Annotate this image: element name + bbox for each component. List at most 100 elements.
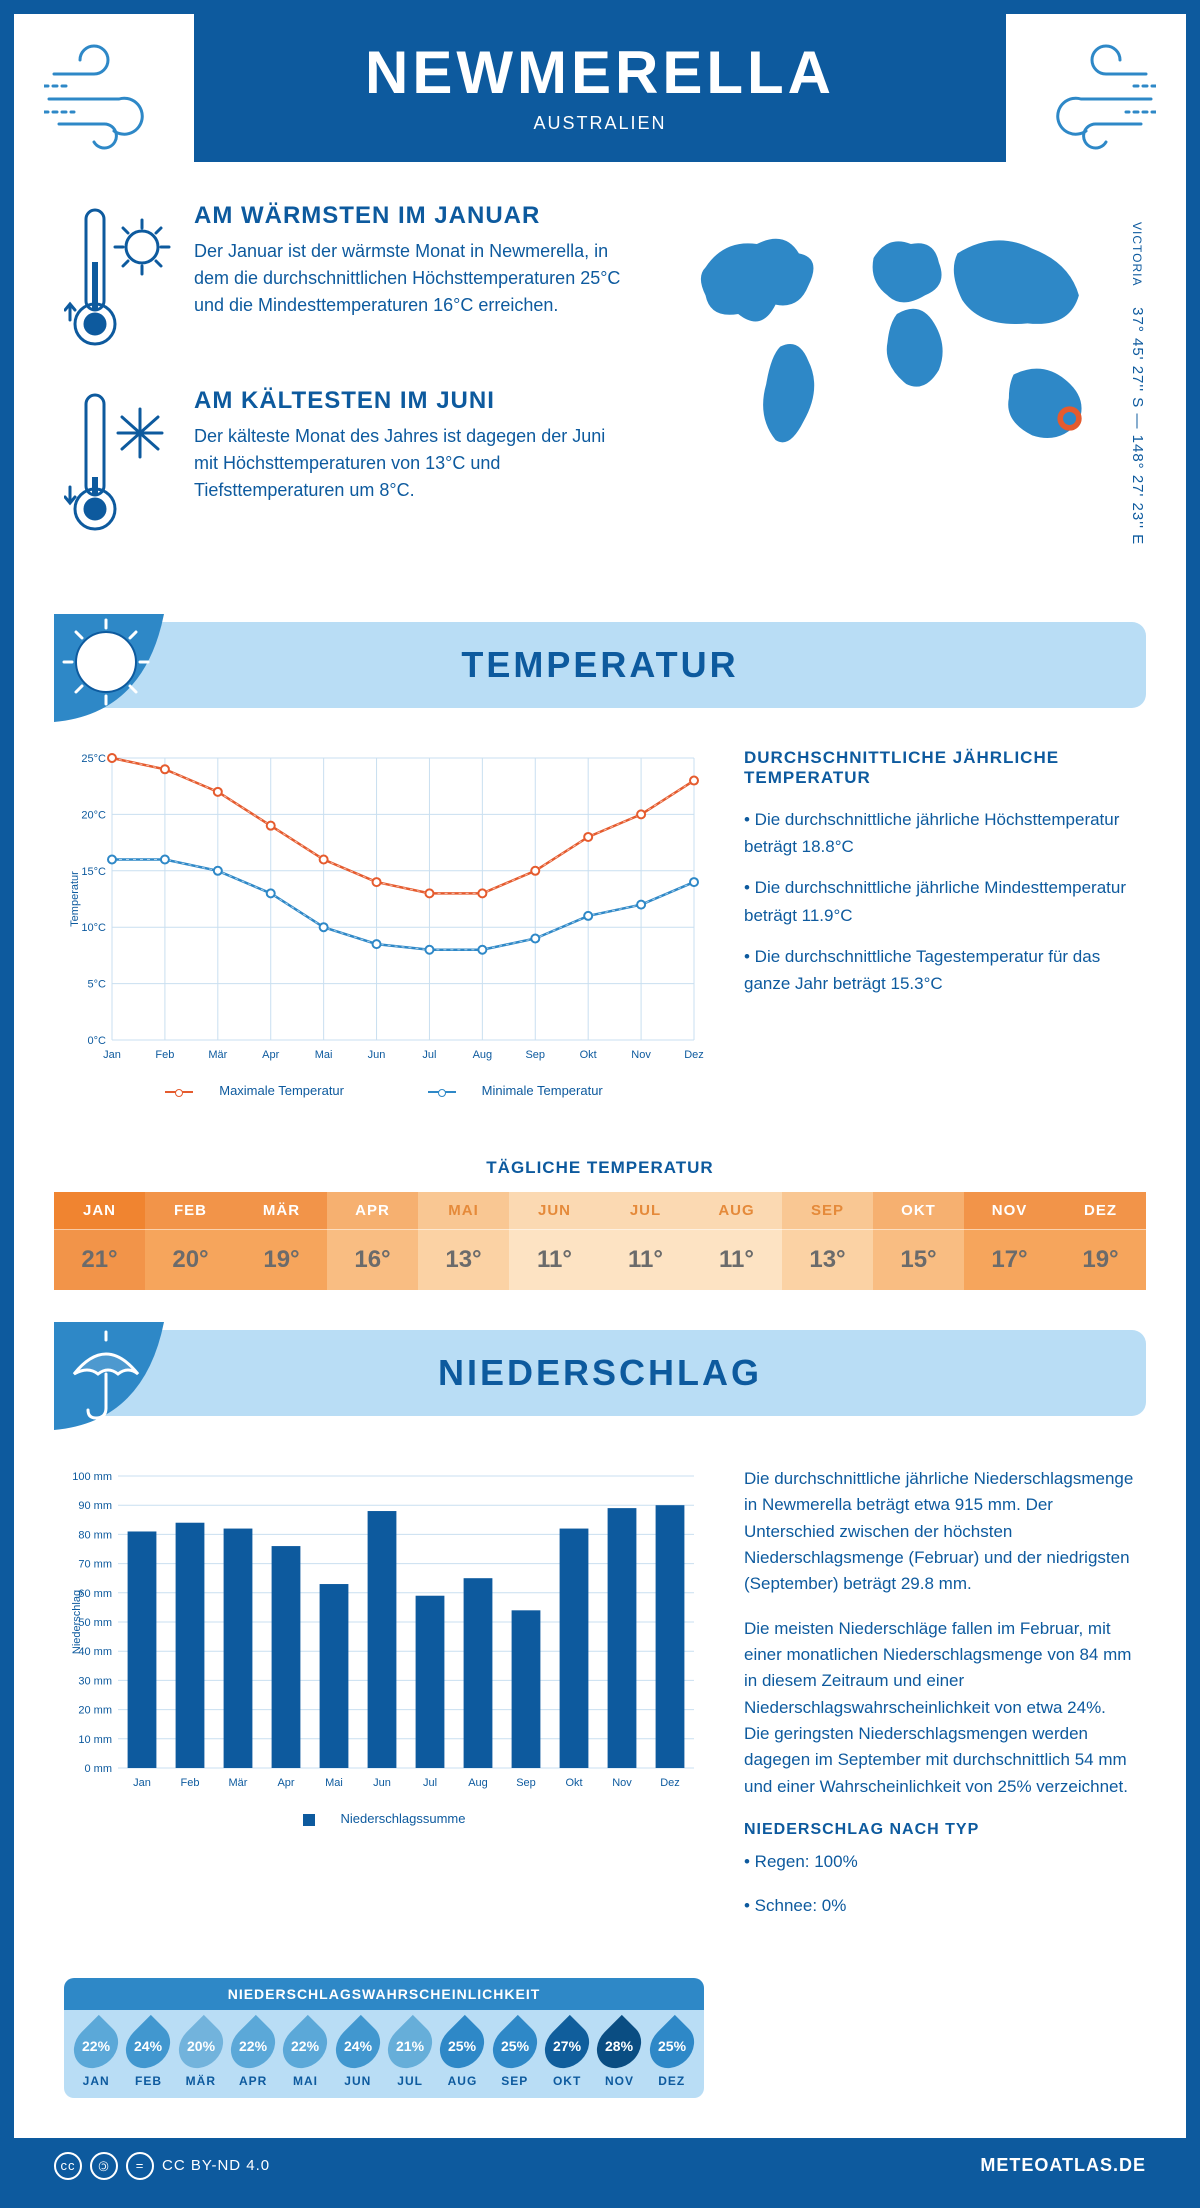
coldest-heading: AM KÄLTESTEN IM JUNI: [194, 387, 627, 415]
svg-text:Jun: Jun: [373, 1777, 391, 1789]
prob-cell: 22% MAI: [279, 2022, 331, 2088]
svg-text:Nov: Nov: [612, 1777, 632, 1789]
precipitation-legend: Niederschlagssumme: [64, 1801, 704, 1846]
svg-text:0 mm: 0 mm: [85, 1763, 113, 1775]
prob-cell: 25% DEZ: [646, 2022, 698, 2088]
warmest-heading: AM WÄRMSTEN IM JANUAR: [194, 202, 627, 230]
svg-text:30 mm: 30 mm: [78, 1675, 112, 1687]
svg-text:90 mm: 90 mm: [78, 1500, 112, 1512]
prob-cell: 22% APR: [227, 2022, 279, 2088]
svg-text:Jan: Jan: [103, 1049, 121, 1061]
license-badge: cc🄯= CC BY-ND 4.0: [54, 2152, 270, 2180]
prob-cell: 20% MÄR: [175, 2022, 227, 2088]
svg-text:Dez: Dez: [660, 1777, 680, 1789]
prob-cell: 24% FEB: [122, 2022, 174, 2088]
footer: cc🄯= CC BY-ND 4.0 METEOATLAS.DE: [14, 2138, 1186, 2194]
daily-temperature-table: JAN 21° FEB 20° MÄR 19° APR 16° MAI 13° …: [54, 1192, 1146, 1290]
section-temperature-title: TEMPERATUR: [54, 644, 1146, 686]
svg-text:Dez: Dez: [684, 1049, 704, 1061]
umbrella-icon: [54, 1322, 184, 1447]
svg-text:20 mm: 20 mm: [78, 1705, 112, 1717]
svg-text:5°C: 5°C: [88, 979, 107, 991]
thermometer-hot-icon: [64, 202, 174, 357]
world-map: [667, 202, 1136, 482]
svg-text:20°C: 20°C: [81, 809, 106, 821]
svg-text:60 mm: 60 mm: [78, 1588, 112, 1600]
temperature-line-chart: 0°C 5°C 10°C 15°C 20°C 25°C Jan Feb Mär Apr Mai Jun…: [64, 748, 704, 1068]
svg-text:Aug: Aug: [468, 1777, 488, 1789]
svg-text:Mai: Mai: [315, 1049, 333, 1061]
temp-info-bullet: • Die durchschnittliche jährliche Mindes…: [744, 874, 1136, 928]
page-subtitle: AUSTRALIEN: [194, 113, 1006, 134]
daily-col: MAI 13°: [418, 1192, 509, 1290]
svg-text:Feb: Feb: [181, 1777, 200, 1789]
precip-snow: • Schnee: 0%: [744, 1893, 1136, 1919]
prob-cell: 27% OKT: [541, 2022, 593, 2088]
precipitation-bar-chart: 0 mm 10 mm 20 mm 30 mm 40 mm 50 mm 60 mm 70 mm 8…: [64, 1466, 704, 1796]
temperature-legend: Maximale Temperatur Minimale Temperatur: [64, 1073, 704, 1118]
temp-info-heading: DURCHSCHNITTLICHE JÄHRLICHE TEMPERATUR: [744, 748, 1136, 788]
svg-text:0°C: 0°C: [88, 1035, 107, 1047]
daily-col: APR 16°: [327, 1192, 418, 1290]
wind-icon: [1016, 44, 1156, 159]
svg-text:15°C: 15°C: [81, 866, 106, 878]
svg-text:Okt: Okt: [580, 1049, 597, 1061]
daily-col: MÄR 19°: [236, 1192, 327, 1290]
svg-text:70 mm: 70 mm: [78, 1559, 112, 1571]
daily-col: JUL 11°: [600, 1192, 691, 1290]
daily-col: FEB 20°: [145, 1192, 236, 1290]
svg-text:Jun: Jun: [368, 1049, 386, 1061]
prob-cell: 22% JAN: [70, 2022, 122, 2088]
section-precipitation-title: NIEDERSCHLAG: [54, 1352, 1146, 1394]
svg-text:Nov: Nov: [631, 1049, 651, 1061]
coordinates: VICTORIA 37° 45' 27'' S — 148° 27' 23'' …: [1129, 222, 1146, 545]
precipitation-probability-box: NIEDERSCHLAGSWAHRSCHEINLICHKEIT 22% JAN …: [64, 1978, 704, 2098]
prob-cell: 25% AUG: [436, 2022, 488, 2088]
svg-text:Sep: Sep: [516, 1777, 536, 1789]
svg-text:Jul: Jul: [422, 1049, 436, 1061]
svg-text:Mai: Mai: [325, 1777, 343, 1789]
daily-col: SEP 13°: [782, 1192, 873, 1290]
svg-text:Mär: Mär: [229, 1777, 248, 1789]
svg-text:25°C: 25°C: [81, 753, 106, 765]
precip-type-heading: NIEDERSCHLAG NACH TYP: [744, 1818, 1136, 1843]
svg-text:40 mm: 40 mm: [78, 1646, 112, 1658]
precip-info-p1: Die durchschnittliche jährliche Niedersc…: [744, 1466, 1136, 1598]
daily-col: NOV 17°: [964, 1192, 1055, 1290]
section-temperature-header: TEMPERATUR: [54, 622, 1146, 708]
svg-text:Jan: Jan: [133, 1777, 151, 1789]
svg-text:Sep: Sep: [525, 1049, 545, 1061]
svg-text:Aug: Aug: [473, 1049, 493, 1061]
daily-col: DEZ 19°: [1055, 1192, 1146, 1290]
daily-col: JUN 11°: [509, 1192, 600, 1290]
svg-text:50 mm: 50 mm: [78, 1617, 112, 1629]
svg-text:10 mm: 10 mm: [78, 1734, 112, 1746]
svg-text:Apr: Apr: [262, 1049, 279, 1061]
svg-text:Temperatur: Temperatur: [69, 871, 81, 927]
prob-cell: 24% JUN: [332, 2022, 384, 2088]
thermometer-cold-icon: [64, 387, 174, 542]
daily-col: AUG 11°: [691, 1192, 782, 1290]
prob-cell: 21% JUL: [384, 2022, 436, 2088]
temp-info-bullet: • Die durchschnittliche jährliche Höchst…: [744, 806, 1136, 860]
svg-text:Apr: Apr: [277, 1777, 294, 1789]
prob-cell: 25% SEP: [489, 2022, 541, 2088]
precip-info-p2: Die meisten Niederschläge fallen im Febr…: [744, 1616, 1136, 1800]
svg-text:Niederschlag: Niederschlag: [71, 1590, 83, 1654]
svg-text:Feb: Feb: [155, 1049, 174, 1061]
prob-cell: 28% NOV: [593, 2022, 645, 2088]
precip-rain: • Regen: 100%: [744, 1849, 1136, 1875]
header-banner: NEWMERELLA AUSTRALIEN: [194, 14, 1006, 162]
svg-text:Jul: Jul: [423, 1777, 437, 1789]
site-name: METEOATLAS.DE: [980, 2155, 1146, 2176]
svg-text:100 mm: 100 mm: [72, 1471, 112, 1483]
warmest-text: Der Januar ist der wärmste Monat in Newm…: [194, 238, 627, 319]
temp-info-bullet: • Die durchschnittliche Tagestemperatur …: [744, 943, 1136, 997]
svg-text:10°C: 10°C: [81, 922, 106, 934]
wind-icon: [44, 44, 184, 159]
precip-prob-heading: NIEDERSCHLAGSWAHRSCHEINLICHKEIT: [64, 1978, 704, 2010]
svg-text:80 mm: 80 mm: [78, 1529, 112, 1541]
page-title: NEWMERELLA: [194, 38, 1006, 107]
svg-text:Mär: Mär: [208, 1049, 227, 1061]
section-precipitation-header: NIEDERSCHLAG: [54, 1330, 1146, 1416]
